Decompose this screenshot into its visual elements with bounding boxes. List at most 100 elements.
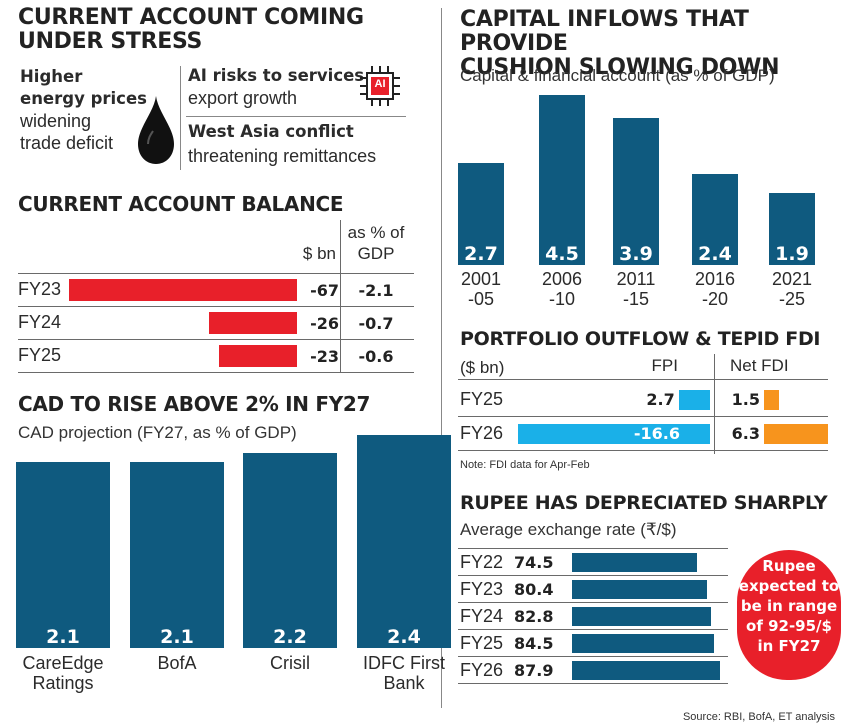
cab-column-divider	[340, 220, 341, 372]
cab-col1-header: $ bn	[302, 244, 336, 263]
cab-rule-top	[18, 273, 414, 274]
capital-title-line2: CUSHION SLOWING DOWN	[460, 54, 780, 80]
cab-value-label: -26	[310, 314, 339, 333]
stress-title-line2: UNDER STRESS	[18, 28, 203, 54]
westasia-bold: West Asia conflict	[188, 122, 354, 141]
column-divider	[441, 8, 442, 708]
cad-category-line: Ratings	[32, 672, 94, 693]
stress-divider-vertical	[180, 66, 181, 170]
portfolio-row-label: FY26	[460, 423, 504, 443]
rupee-value-label: 82.8	[514, 607, 554, 626]
callout-line3: be in range	[740, 597, 838, 615]
cad-category-line: BofA	[157, 653, 197, 673]
cad-title: CAD TO RISE ABOVE 2% IN FY27	[18, 392, 371, 416]
cab-pct-label: -0.6	[358, 347, 394, 366]
stress-divider-horizontal	[186, 116, 406, 117]
capital-category-line: -15	[622, 288, 649, 309]
rupee-value-label: 80.4	[514, 580, 554, 599]
cab-bar	[208, 312, 297, 334]
rupee-row-rule	[458, 683, 728, 684]
capital-category-line: -25	[778, 288, 805, 309]
capital-title-line1: CAPITAL INFLOWS THAT PROVIDE	[460, 7, 749, 56]
capital-value-label: 3.9	[619, 242, 653, 265]
portfolio-row-rule	[458, 450, 828, 451]
capital-value-label: 2.7	[464, 243, 498, 265]
cab-row-label: FY24	[18, 312, 62, 332]
cab-value-label: -67	[310, 281, 339, 300]
portfolio-note: Note: FDI data for Apr-Feb	[460, 459, 590, 471]
capital-title: CAPITAL INFLOWS THAT PROVIDE CUSHION SLO…	[460, 8, 843, 79]
cad-subtitle: CAD projection (FY27, as % of GDP)	[18, 423, 297, 442]
cad-value-label: 2.1	[160, 626, 194, 648]
cad-bar: 2.2	[243, 452, 337, 648]
portfolio-fdi-label: 6.3	[731, 424, 760, 443]
rupee-row-rule	[458, 602, 728, 603]
rupee-callout-text: Rupee expected to be in range of 92-95/$…	[737, 556, 841, 656]
cab-row-label: FY25	[18, 345, 62, 365]
portfolio-column-divider	[714, 354, 715, 454]
cad-category-line: Crisil	[270, 653, 310, 673]
stress-title-line1: CURRENT ACCOUNT COMING	[18, 5, 364, 30]
capital-subtitle: Capital & financial account (as % of GDP…	[460, 66, 775, 85]
cab-row-rule	[18, 306, 414, 307]
cad-value-label: 2.4	[387, 626, 421, 648]
capital-category-line: 2006	[541, 269, 583, 289]
oil-drop-icon	[138, 96, 174, 164]
capital-category-line: -10	[548, 288, 575, 309]
capital-category-label: 2001 -05	[446, 269, 516, 310]
portfolio-fpi-label: 2.7	[646, 390, 675, 409]
cab-col2-header-line2: GDP	[357, 244, 395, 263]
cad-value-label: 2.1	[46, 626, 80, 648]
capital-category-line: 2021	[771, 269, 813, 289]
cab-col2-header-line1: as % of	[347, 223, 405, 242]
callout-line5: in FY27	[757, 637, 821, 655]
capital-bar: 1.9	[769, 193, 815, 265]
capital-category-line: -20	[701, 288, 728, 309]
rupee-bar	[572, 661, 720, 680]
energy-rest-line2: trade deficit	[20, 133, 114, 153]
cad-category-label: CareEdge Ratings	[2, 653, 124, 694]
capital-category-label: 2011 -15	[601, 269, 671, 310]
portfolio-title: PORTFOLIO OUTFLOW & TEPID FDI	[460, 328, 821, 350]
capital-bar: 3.9	[613, 117, 659, 265]
cab-title: CURRENT ACCOUNT BALANCE	[18, 192, 344, 216]
cad-category-line: Bank	[383, 672, 425, 693]
cad-bar: 2.4	[357, 435, 451, 648]
portfolio-fpi-bar	[518, 424, 710, 444]
capital-bar: 2.7	[458, 163, 504, 265]
rupee-subtitle: Average exchange rate (₹/$)	[460, 520, 677, 539]
capital-category-label: 2021 -25	[757, 269, 827, 310]
portfolio-unit-label: ($ bn)	[460, 358, 505, 377]
portfolio-fpi-header: FPI	[651, 356, 678, 375]
stress-title: CURRENT ACCOUNT COMING UNDER STRESS	[18, 6, 418, 54]
cad-category-line: CareEdge	[22, 653, 104, 673]
portfolio-fdi-header: Net FDI	[730, 356, 789, 375]
ai-chip-label: AI	[374, 78, 386, 90]
callout-line4: of 92-95/$	[746, 617, 832, 635]
capital-bar: 4.5	[539, 95, 585, 265]
cad-bar: 2.1	[16, 461, 110, 648]
cad-bar: 2.1	[130, 461, 224, 648]
callout-line2: expected to	[738, 577, 840, 595]
rupee-row-label: FY24	[460, 606, 504, 626]
capital-value-label: 1.9	[775, 242, 809, 265]
capital-category-label: 2006 -10	[527, 269, 597, 310]
capital-value-label: 2.4	[698, 242, 732, 265]
capital-category-line: 2001	[460, 269, 502, 289]
cab-bar	[69, 279, 297, 301]
rupee-row-rule	[458, 656, 728, 657]
cab-bar	[218, 345, 297, 367]
capital-value-label: 4.5	[545, 243, 579, 265]
rupee-row-rule	[458, 575, 728, 576]
rupee-value-label: 87.9	[514, 661, 554, 680]
cab-row-rule	[18, 372, 414, 373]
portfolio-fdi-bar	[764, 424, 828, 444]
source-note: Source: RBI, BofA, ET analysis	[682, 711, 835, 723]
cad-category-label: IDFC First Bank	[343, 653, 465, 694]
portfolio-row-rule	[458, 416, 828, 417]
callout-line1: Rupee	[762, 557, 816, 575]
stress-item-energy: Higher energy prices widening trade defi…	[20, 66, 147, 154]
capital-category-line: 2016	[694, 269, 736, 289]
rupee-row-label: FY25	[460, 633, 504, 653]
portfolio-row-label: FY25	[460, 389, 504, 409]
